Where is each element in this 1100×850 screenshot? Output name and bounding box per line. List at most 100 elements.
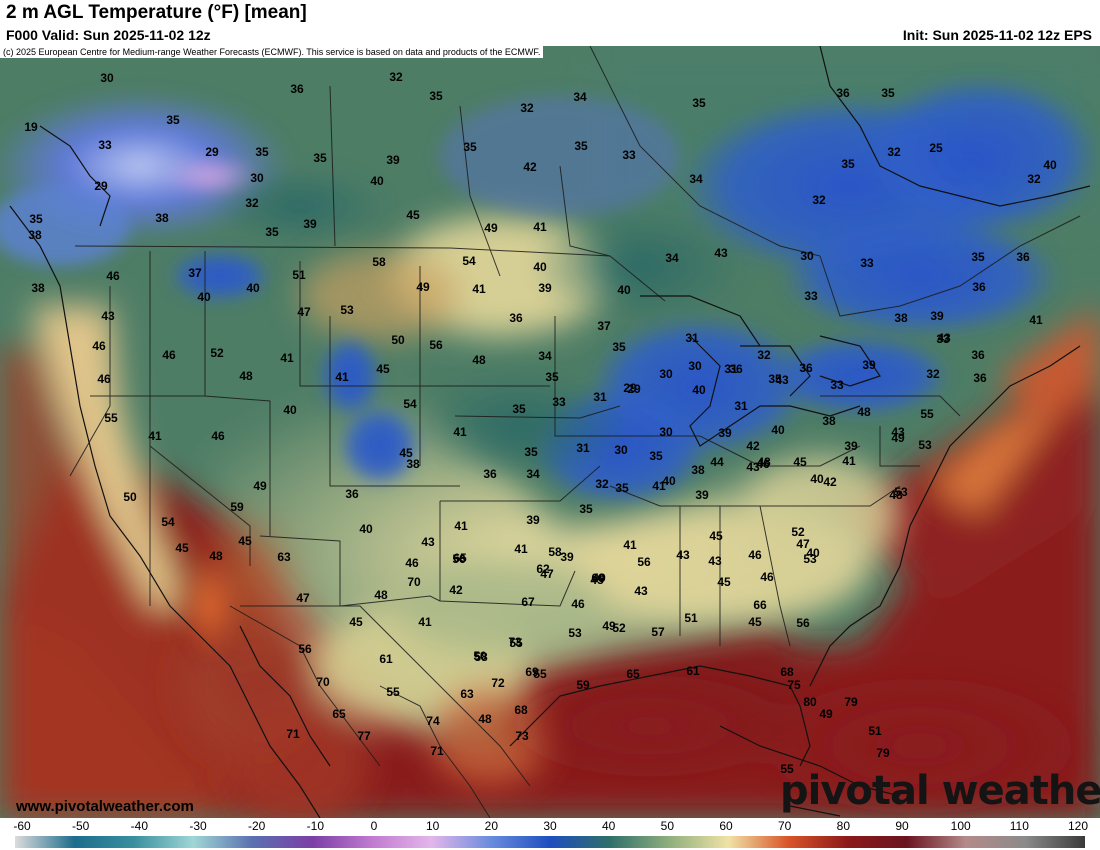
station-value: 29 [205, 145, 219, 159]
station-value: 42 [746, 439, 760, 453]
station-value: 69 [525, 665, 539, 679]
station-value: 42 [523, 160, 537, 174]
station-value: 34 [538, 349, 552, 363]
station-value: 36 [483, 467, 497, 481]
legend-tick-label: 30 [543, 819, 557, 833]
station-value: 56 [796, 616, 810, 630]
station-value: 46 [97, 372, 111, 386]
station-value: 75 [787, 678, 801, 692]
station-value: 45 [376, 362, 390, 376]
legend-tick-label: 90 [895, 819, 909, 833]
station-value: 41 [1029, 313, 1043, 327]
station-value: 65 [332, 707, 346, 721]
station-value: 48 [472, 353, 486, 367]
station-value: 67 [521, 595, 535, 609]
station-value: 46 [106, 269, 120, 283]
station-value: 35 [649, 449, 663, 463]
station-value: 46 [756, 457, 770, 471]
station-value: 40 [810, 472, 824, 486]
station-value: 49 [819, 707, 833, 721]
station-value: 48 [374, 588, 388, 602]
station-value: 49 [253, 479, 267, 493]
station-value: 32 [887, 145, 901, 159]
station-value: 46 [405, 556, 419, 570]
station-value: 35 [574, 139, 588, 153]
station-value: 30 [250, 171, 264, 185]
station-value: 29 [94, 179, 108, 193]
station-value: 48 [857, 405, 871, 419]
station-value: 36 [971, 348, 985, 362]
station-value: 41 [335, 370, 349, 384]
station-value: 30 [800, 249, 814, 263]
station-value: 53 [340, 303, 354, 317]
station-value: 32 [926, 367, 940, 381]
station-value: 43 [101, 309, 115, 323]
station-value: 30 [100, 71, 114, 85]
station-value: 45 [175, 541, 189, 555]
station-value: 35 [615, 481, 629, 495]
station-value: 51 [684, 611, 698, 625]
station-value: 55 [533, 667, 547, 681]
station-value: 38 [406, 457, 420, 471]
station-value: 72 [491, 676, 505, 690]
station-value: 73 [515, 729, 529, 743]
station-value: 53 [894, 485, 908, 499]
station-value: 38 [822, 414, 836, 428]
station-value: 48 [239, 369, 253, 383]
station-value: 65 [626, 667, 640, 681]
station-value: 36 [729, 362, 743, 376]
station-value: 29 [627, 382, 641, 396]
station-value: 55 [509, 636, 523, 650]
legend-tick-label: 70 [777, 819, 792, 833]
station-value: 51 [292, 268, 306, 282]
station-value: 53 [918, 438, 932, 452]
station-value: 50 [123, 490, 137, 504]
station-value: 77 [357, 729, 371, 743]
station-value: 34 [573, 90, 587, 104]
station-value: 41 [148, 429, 162, 443]
station-value: 56 [298, 642, 312, 656]
temperature-map: 30 32 35 34 35 36 35 19 35 36 32 33 29 35 35 39 35 35 33 32… [0, 46, 1100, 818]
station-value: 46 [571, 597, 585, 611]
station-value: 32 [520, 101, 534, 115]
station-value: 32 [812, 193, 826, 207]
legend-tick-label: -10 [306, 819, 324, 833]
station-value: 54 [161, 515, 175, 529]
legend-tick-label: 100 [950, 819, 971, 833]
station-value: 39 [303, 217, 317, 231]
station-value: 52 [612, 621, 626, 635]
station-value: 47 [296, 591, 310, 605]
station-value: 46 [92, 339, 106, 353]
station-value: 32 [389, 70, 403, 84]
station-value: 47 [297, 305, 311, 319]
station-value: 79 [844, 695, 858, 709]
station-value: 42 [449, 583, 463, 597]
station-value: 70 [407, 575, 421, 589]
init-time: Init: Sun 2025-11-02 12z EPS [902, 27, 1092, 43]
station-value: 62 [536, 562, 550, 576]
station-value: 43 [634, 584, 648, 598]
station-value: 29 [623, 381, 637, 395]
station-value: 50 [391, 333, 405, 347]
station-value: 50 [473, 649, 487, 663]
legend-tick-label: -40 [130, 819, 148, 833]
station-value: 39 [930, 309, 944, 323]
station-value: 53 [803, 552, 817, 566]
station-value: 33 [860, 256, 874, 270]
legend-tick-label: 50 [660, 819, 675, 833]
station-value: 38 [155, 211, 169, 225]
station-value: 36 [836, 86, 850, 100]
station-value: 33 [552, 395, 566, 409]
map-title: 2 m AGL Temperature (°F) [mean] [6, 2, 307, 23]
station-value: 31 [724, 362, 738, 376]
station-value: 46 [748, 548, 762, 562]
station-value: 31 [576, 441, 590, 455]
station-value: 40 [771, 423, 785, 437]
station-value: 36 [973, 371, 987, 385]
station-value: 40 [246, 281, 260, 295]
station-value: 49 [602, 619, 616, 633]
station-value: 41 [842, 454, 856, 468]
station-value: 39 [526, 513, 540, 527]
pivotal-weather-logo: pivotal weather [780, 768, 1100, 814]
legend-tick-label: 60 [719, 819, 733, 833]
